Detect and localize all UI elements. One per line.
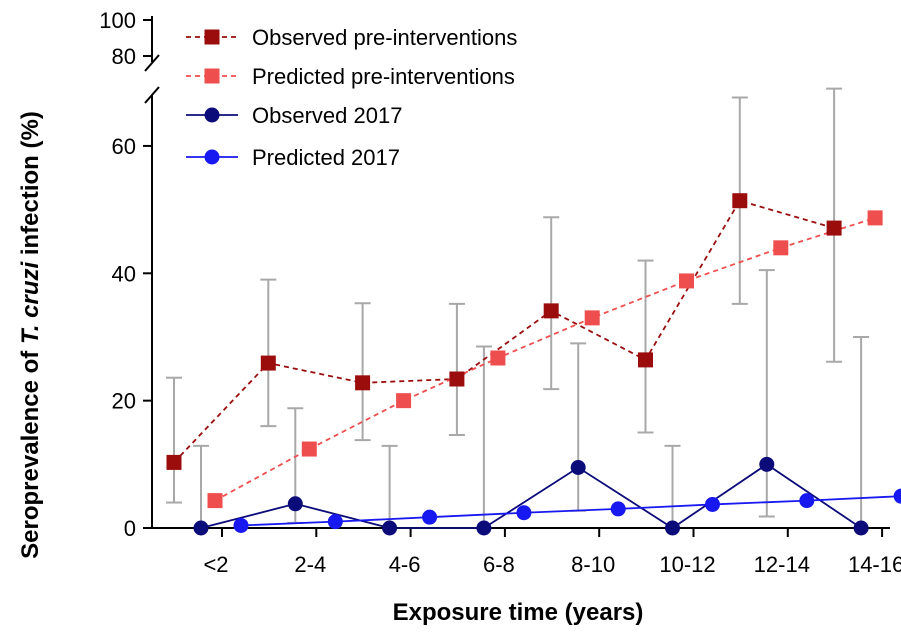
data-point [422,509,438,525]
y-axis-title-part: T. cruzi [17,261,44,345]
data-point [705,496,720,512]
data-point [679,273,694,289]
series-line [214,217,876,502]
legend-item: Observed pre-interventions [186,25,517,50]
legend-item: Predicted 2017 [186,145,400,170]
data-point [853,520,869,536]
series-markers [166,193,901,536]
data-point [759,456,775,472]
y-tick-label: 40 [112,261,136,286]
data-point [301,441,317,457]
data-point [476,520,492,536]
data-point [233,517,249,533]
error-bar [758,269,775,518]
y-axis-title: Seroprevalence of T. cruzi infection (%) [17,111,44,559]
error-bar [853,335,870,528]
data-point [490,350,506,366]
y-tick-label: 100 [99,8,136,33]
data-point [799,493,815,509]
y-tick-label: 80 [112,44,136,69]
data-point [396,393,412,409]
data-point [773,240,789,256]
legend-label: Observed 2017 [252,103,402,128]
x-tick-label: 8-10 [571,552,615,577]
x-tick-label: 14-16 [848,552,901,577]
data-point [638,352,653,368]
legend-marker [204,149,220,165]
error-bar [448,302,465,437]
data-point [543,303,559,319]
error-bar [354,302,371,442]
legend-item: Predicted pre-interventions [186,64,515,89]
data-point [449,371,465,387]
data-point [584,310,600,326]
series-lines [173,199,901,530]
y-tick-label: 20 [112,389,136,414]
legend-item: Observed 2017 [186,103,402,128]
legend-label: Observed pre-interventions [252,25,517,50]
x-tick-label: <2 [203,552,228,577]
x-tick-label: 2-4 [294,552,326,577]
error-bar [260,278,277,428]
data-point [260,355,276,371]
series-line [240,495,901,527]
data-point [893,488,901,504]
error-bar [570,342,587,512]
error-bar [664,444,681,528]
data-point [610,501,626,517]
error-bars [166,87,870,528]
series-line [173,199,835,464]
legend-label: Predicted pre-interventions [252,64,515,89]
data-point [665,520,680,536]
axis-break-mark [144,86,160,104]
legend: Observed pre-interventions Predicted pre-… [186,25,517,170]
data-point [287,496,303,512]
x-tick-label: 6-8 [483,552,515,577]
data-point [516,505,532,521]
data-point [826,220,842,236]
error-bar [193,444,209,528]
x-axis-title: Exposure time (years) [393,599,644,626]
data-point [355,375,371,391]
legend-label: Predicted 2017 [252,145,400,170]
y-tick-label: 0 [124,516,136,541]
data-point [382,520,398,536]
error-bar [166,376,182,504]
y-axis-title-part: infection (%) [17,111,44,262]
axis-break-mark [144,54,160,72]
data-point [327,514,343,530]
legend-marker [204,68,220,84]
axes [143,16,890,537]
x-tick-label: 10-12 [659,552,715,577]
error-bar [381,444,398,528]
tick-labels: 0 20 40 60 80 100 <2 2-4 4-6 6-8 8-10 10-12 12-14 14-… [99,8,901,577]
x-tick-label: 4-6 [389,552,421,577]
data-point [867,210,883,226]
error-bar [637,259,654,434]
x-tick-label: 12-14 [754,552,810,577]
data-point [166,454,182,470]
series-line [200,463,862,530]
legend-marker [204,107,220,123]
data-point [193,520,209,536]
data-point [570,460,586,476]
y-tick-label: 60 [112,134,136,159]
legend-marker [204,29,220,45]
y-axis-title-part: Seroprevalence of [17,344,44,559]
data-point [207,493,223,509]
error-bar [475,345,492,528]
data-point [732,193,748,209]
error-bar [543,216,560,391]
